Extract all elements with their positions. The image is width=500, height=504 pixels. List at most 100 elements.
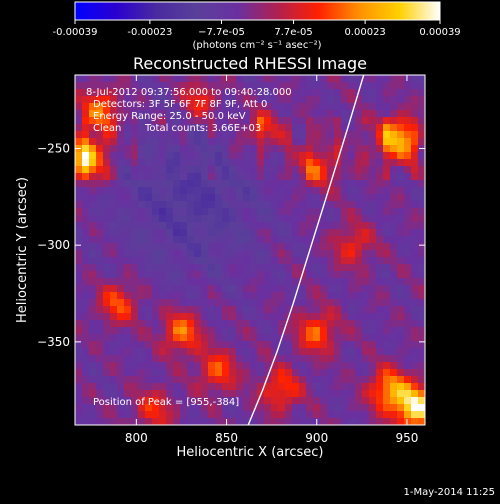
heatmap-cell <box>201 264 209 272</box>
heatmap-cell <box>159 306 167 314</box>
heatmap-cell <box>292 383 300 391</box>
heatmap-cell <box>96 390 104 398</box>
heatmap-cell <box>418 257 425 265</box>
heatmap-cell <box>180 110 188 118</box>
heatmap-cell <box>229 124 237 132</box>
heatmap-cell <box>278 383 286 391</box>
heatmap-cell <box>278 369 286 377</box>
heatmap-cell <box>82 278 90 286</box>
heatmap-cell <box>292 348 300 356</box>
heatmap-cell <box>145 215 153 223</box>
colorbar-units-label: (photons cm⁻² s⁻¹ asec⁻²) <box>192 40 321 51</box>
heatmap-cell <box>278 145 286 153</box>
heatmap-cell <box>215 166 223 174</box>
heatmap-cell <box>411 320 419 328</box>
heatmap-cell <box>299 299 307 307</box>
heatmap-cell <box>110 96 118 104</box>
heatmap-cell <box>355 257 363 265</box>
heatmap-cell <box>222 110 230 118</box>
heatmap-cell <box>383 222 391 230</box>
heatmap-cell <box>341 278 349 286</box>
heatmap-cell <box>257 313 265 321</box>
heatmap-cell <box>341 201 349 209</box>
heatmap-cell <box>327 201 335 209</box>
heatmap-cell <box>229 229 237 237</box>
heatmap-cell <box>215 418 223 425</box>
heatmap-cell <box>96 201 104 209</box>
heatmap-cell <box>278 271 286 279</box>
heatmap-cell <box>271 285 279 293</box>
heatmap-cell <box>194 201 202 209</box>
heatmap-cell <box>131 180 139 188</box>
heatmap-cell <box>334 278 342 286</box>
heatmap-cell <box>320 222 328 230</box>
heatmap-cell <box>243 243 251 251</box>
heatmap-cell <box>418 285 425 293</box>
heatmap-cell <box>173 285 181 293</box>
heatmap-cell <box>278 173 286 181</box>
heatmap-cell <box>369 369 377 377</box>
heatmap-cell <box>418 229 425 237</box>
heatmap-cell <box>194 341 202 349</box>
heatmap-cell <box>362 348 370 356</box>
heatmap-cell <box>152 250 160 258</box>
heatmap-cell <box>89 250 97 258</box>
heatmap-cell <box>341 89 349 97</box>
heatmap-cell <box>96 418 104 425</box>
heatmap-cell <box>397 180 405 188</box>
heatmap-cell <box>306 313 314 321</box>
heatmap-cell <box>285 236 293 244</box>
heatmap-cell <box>285 264 293 272</box>
heatmap-cell <box>264 404 272 412</box>
heatmap-cell <box>152 355 160 363</box>
heatmap-cell <box>264 208 272 216</box>
heatmap-cell <box>271 222 279 230</box>
heatmap-cell <box>236 180 244 188</box>
heatmap-cell <box>173 250 181 258</box>
heatmap-cell <box>299 257 307 265</box>
heatmap-cell <box>250 334 258 342</box>
heatmap-cell <box>285 418 293 425</box>
heatmap-cell <box>159 75 167 83</box>
heatmap-cell <box>236 208 244 216</box>
heatmap-cell <box>96 313 104 321</box>
heatmap-cell <box>75 187 83 195</box>
heatmap-cell <box>173 117 181 125</box>
heatmap-cell <box>418 341 425 349</box>
heatmap-cell <box>411 299 419 307</box>
heatmap-cell <box>271 236 279 244</box>
heatmap-cell <box>180 327 188 335</box>
heatmap-cell <box>390 250 398 258</box>
heatmap-cell <box>313 299 321 307</box>
heatmap-cell <box>264 250 272 258</box>
heatmap-cell <box>138 215 146 223</box>
heatmap-cell <box>89 152 97 160</box>
heatmap-cell <box>243 173 251 181</box>
heatmap-cell <box>166 152 174 160</box>
heatmap-cell <box>117 299 125 307</box>
heatmap-cell <box>124 96 132 104</box>
heatmap-cell <box>208 117 216 125</box>
heatmap-cell <box>411 271 419 279</box>
heatmap-cell <box>411 285 419 293</box>
heatmap-cell <box>355 180 363 188</box>
heatmap-cell <box>397 194 405 202</box>
heatmap-cell <box>236 313 244 321</box>
heatmap-cell <box>264 187 272 195</box>
heatmap-cell <box>278 187 286 195</box>
heatmap-cell <box>208 236 216 244</box>
heatmap-cell <box>404 243 412 251</box>
heatmap-cell <box>243 180 251 188</box>
heatmap-cell <box>257 411 265 419</box>
heatmap-cell <box>285 152 293 160</box>
heatmap-cell <box>383 215 391 223</box>
heatmap-cell <box>201 404 209 412</box>
heatmap-cell <box>383 411 391 419</box>
heatmap-cell <box>131 82 139 90</box>
heatmap-cell <box>222 278 230 286</box>
heatmap-cell <box>306 201 314 209</box>
heatmap-cell <box>348 264 356 272</box>
heatmap-cell <box>250 236 258 244</box>
heatmap-cell <box>369 173 377 181</box>
heatmap-cell <box>201 292 209 300</box>
